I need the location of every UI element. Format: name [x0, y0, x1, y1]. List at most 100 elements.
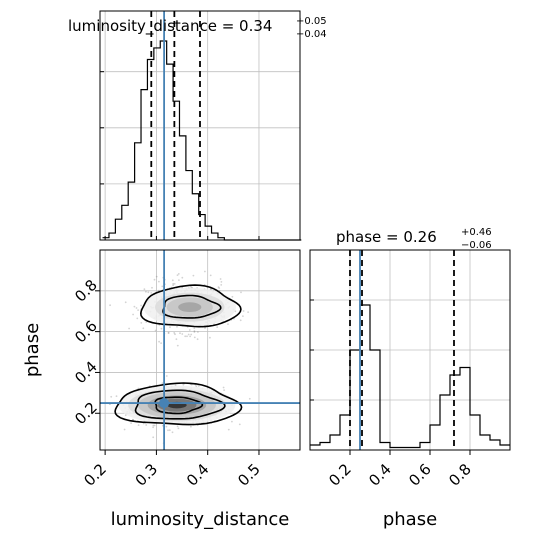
x-tick-label: 0.4 [183, 460, 213, 490]
sample-point [238, 423, 241, 426]
sample-point [222, 386, 225, 389]
sample-point [171, 431, 174, 434]
marks [100, 250, 300, 450]
luminosity-distance-title-plus: +0.05 [296, 16, 327, 27]
sample-point [167, 332, 170, 334]
sample-point [130, 422, 133, 424]
sample-point [219, 278, 222, 280]
sample-point [115, 395, 118, 398]
sample-point [151, 286, 153, 289]
truth-point [159, 398, 170, 409]
sample-point [128, 327, 131, 330]
sample-point [158, 340, 161, 343]
sample-point [172, 282, 175, 285]
sample-point [152, 426, 155, 429]
sample-point [204, 327, 206, 329]
sample-point [145, 290, 147, 293]
sample-point [209, 274, 212, 277]
sample-point [161, 285, 164, 288]
phase-histogram-panel: 0.2 0.4 0.6 0.8 phase = 0.26 +0.46 −0.06 ph… [309, 227, 511, 530]
sample-point [248, 397, 251, 400]
sample-point [186, 335, 188, 338]
sample-point [239, 319, 242, 322]
sample-point [193, 327, 196, 330]
sample-point [190, 333, 193, 336]
contour-line [139, 284, 242, 328]
sample-point [176, 325, 178, 328]
sample-point [209, 336, 211, 339]
y-tick-label: 0.4 [71, 358, 101, 388]
sample-point [167, 429, 169, 432]
x-tick-label: 0.2 [325, 460, 355, 490]
sample-point [231, 420, 233, 423]
sample-point [196, 338, 199, 341]
marks [349, 250, 455, 450]
sample-point [160, 327, 163, 330]
sample-point [193, 330, 196, 332]
sample-point [181, 333, 184, 335]
sample-point [109, 304, 111, 307]
sample-point [169, 326, 171, 329]
sample-point [179, 332, 181, 335]
sample-point [197, 331, 199, 333]
sample-point [177, 427, 180, 430]
sample-point [197, 385, 200, 387]
panel-frame [309, 249, 511, 451]
sample-point [137, 424, 140, 426]
sample-point [160, 342, 163, 344]
sample-point [176, 344, 179, 347]
contour-line [134, 389, 226, 420]
sample-point [192, 274, 195, 277]
x-axis-label-luminosity-distance: luminosity_distance [111, 509, 290, 530]
sample-point [188, 329, 191, 331]
sample-point [181, 276, 184, 279]
contour-line [114, 382, 243, 426]
sample-point [165, 425, 168, 428]
sample-point [123, 428, 126, 431]
x-tick-label: 0.5 [234, 460, 264, 490]
sample-point [150, 292, 153, 294]
sample-point [240, 291, 242, 294]
sample-point [152, 424, 155, 427]
sample-point [193, 331, 196, 333]
sample-point [135, 307, 138, 309]
sample-point [161, 382, 164, 385]
histogram [102, 40, 302, 241]
sample-point [173, 283, 176, 285]
sample-point [193, 336, 196, 339]
sample-point [227, 323, 229, 325]
sample-point [124, 301, 127, 304]
sample-point [147, 291, 150, 294]
panel-frame [99, 249, 301, 451]
luminosity-distance-title-minus: −0.04 [296, 29, 327, 40]
sample-point [223, 389, 226, 391]
sample-point [153, 278, 156, 281]
sample-point [140, 322, 143, 324]
sample-point [220, 284, 223, 286]
sample-point [247, 311, 250, 313]
x-tick-label: 0.8 [445, 460, 475, 490]
sample-point [187, 333, 190, 336]
histogram [310, 304, 510, 449]
sample-point [242, 310, 245, 312]
sample-point [136, 317, 139, 320]
sample-point [176, 274, 179, 276]
sample-point [132, 418, 134, 421]
x-axis-label-phase: phase [383, 509, 437, 530]
contour-line [154, 396, 204, 415]
sample-point [143, 288, 146, 291]
x-tick-label: 0.2 [80, 460, 110, 490]
x-tick-label: 0.3 [132, 460, 162, 490]
sample-point [231, 295, 234, 298]
sample-point [216, 326, 219, 328]
luminosity-distance-title: luminosity_distance = 0.34 [68, 17, 272, 36]
sample-point [182, 383, 185, 386]
sample-point [137, 309, 140, 311]
sample-point [145, 424, 148, 426]
sample-point [132, 418, 135, 421]
contours [114, 284, 243, 426]
sample-point [184, 335, 187, 338]
sample-point [217, 286, 220, 288]
sample-point [167, 331, 170, 334]
y-ticks: 0.2 0.4 0.6 0.8 [71, 276, 101, 428]
